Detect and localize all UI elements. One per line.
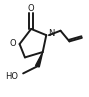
Polygon shape bbox=[36, 52, 43, 67]
Text: O: O bbox=[28, 3, 34, 13]
Text: HO: HO bbox=[5, 72, 18, 81]
Text: O: O bbox=[9, 39, 16, 48]
Text: N: N bbox=[49, 29, 55, 38]
